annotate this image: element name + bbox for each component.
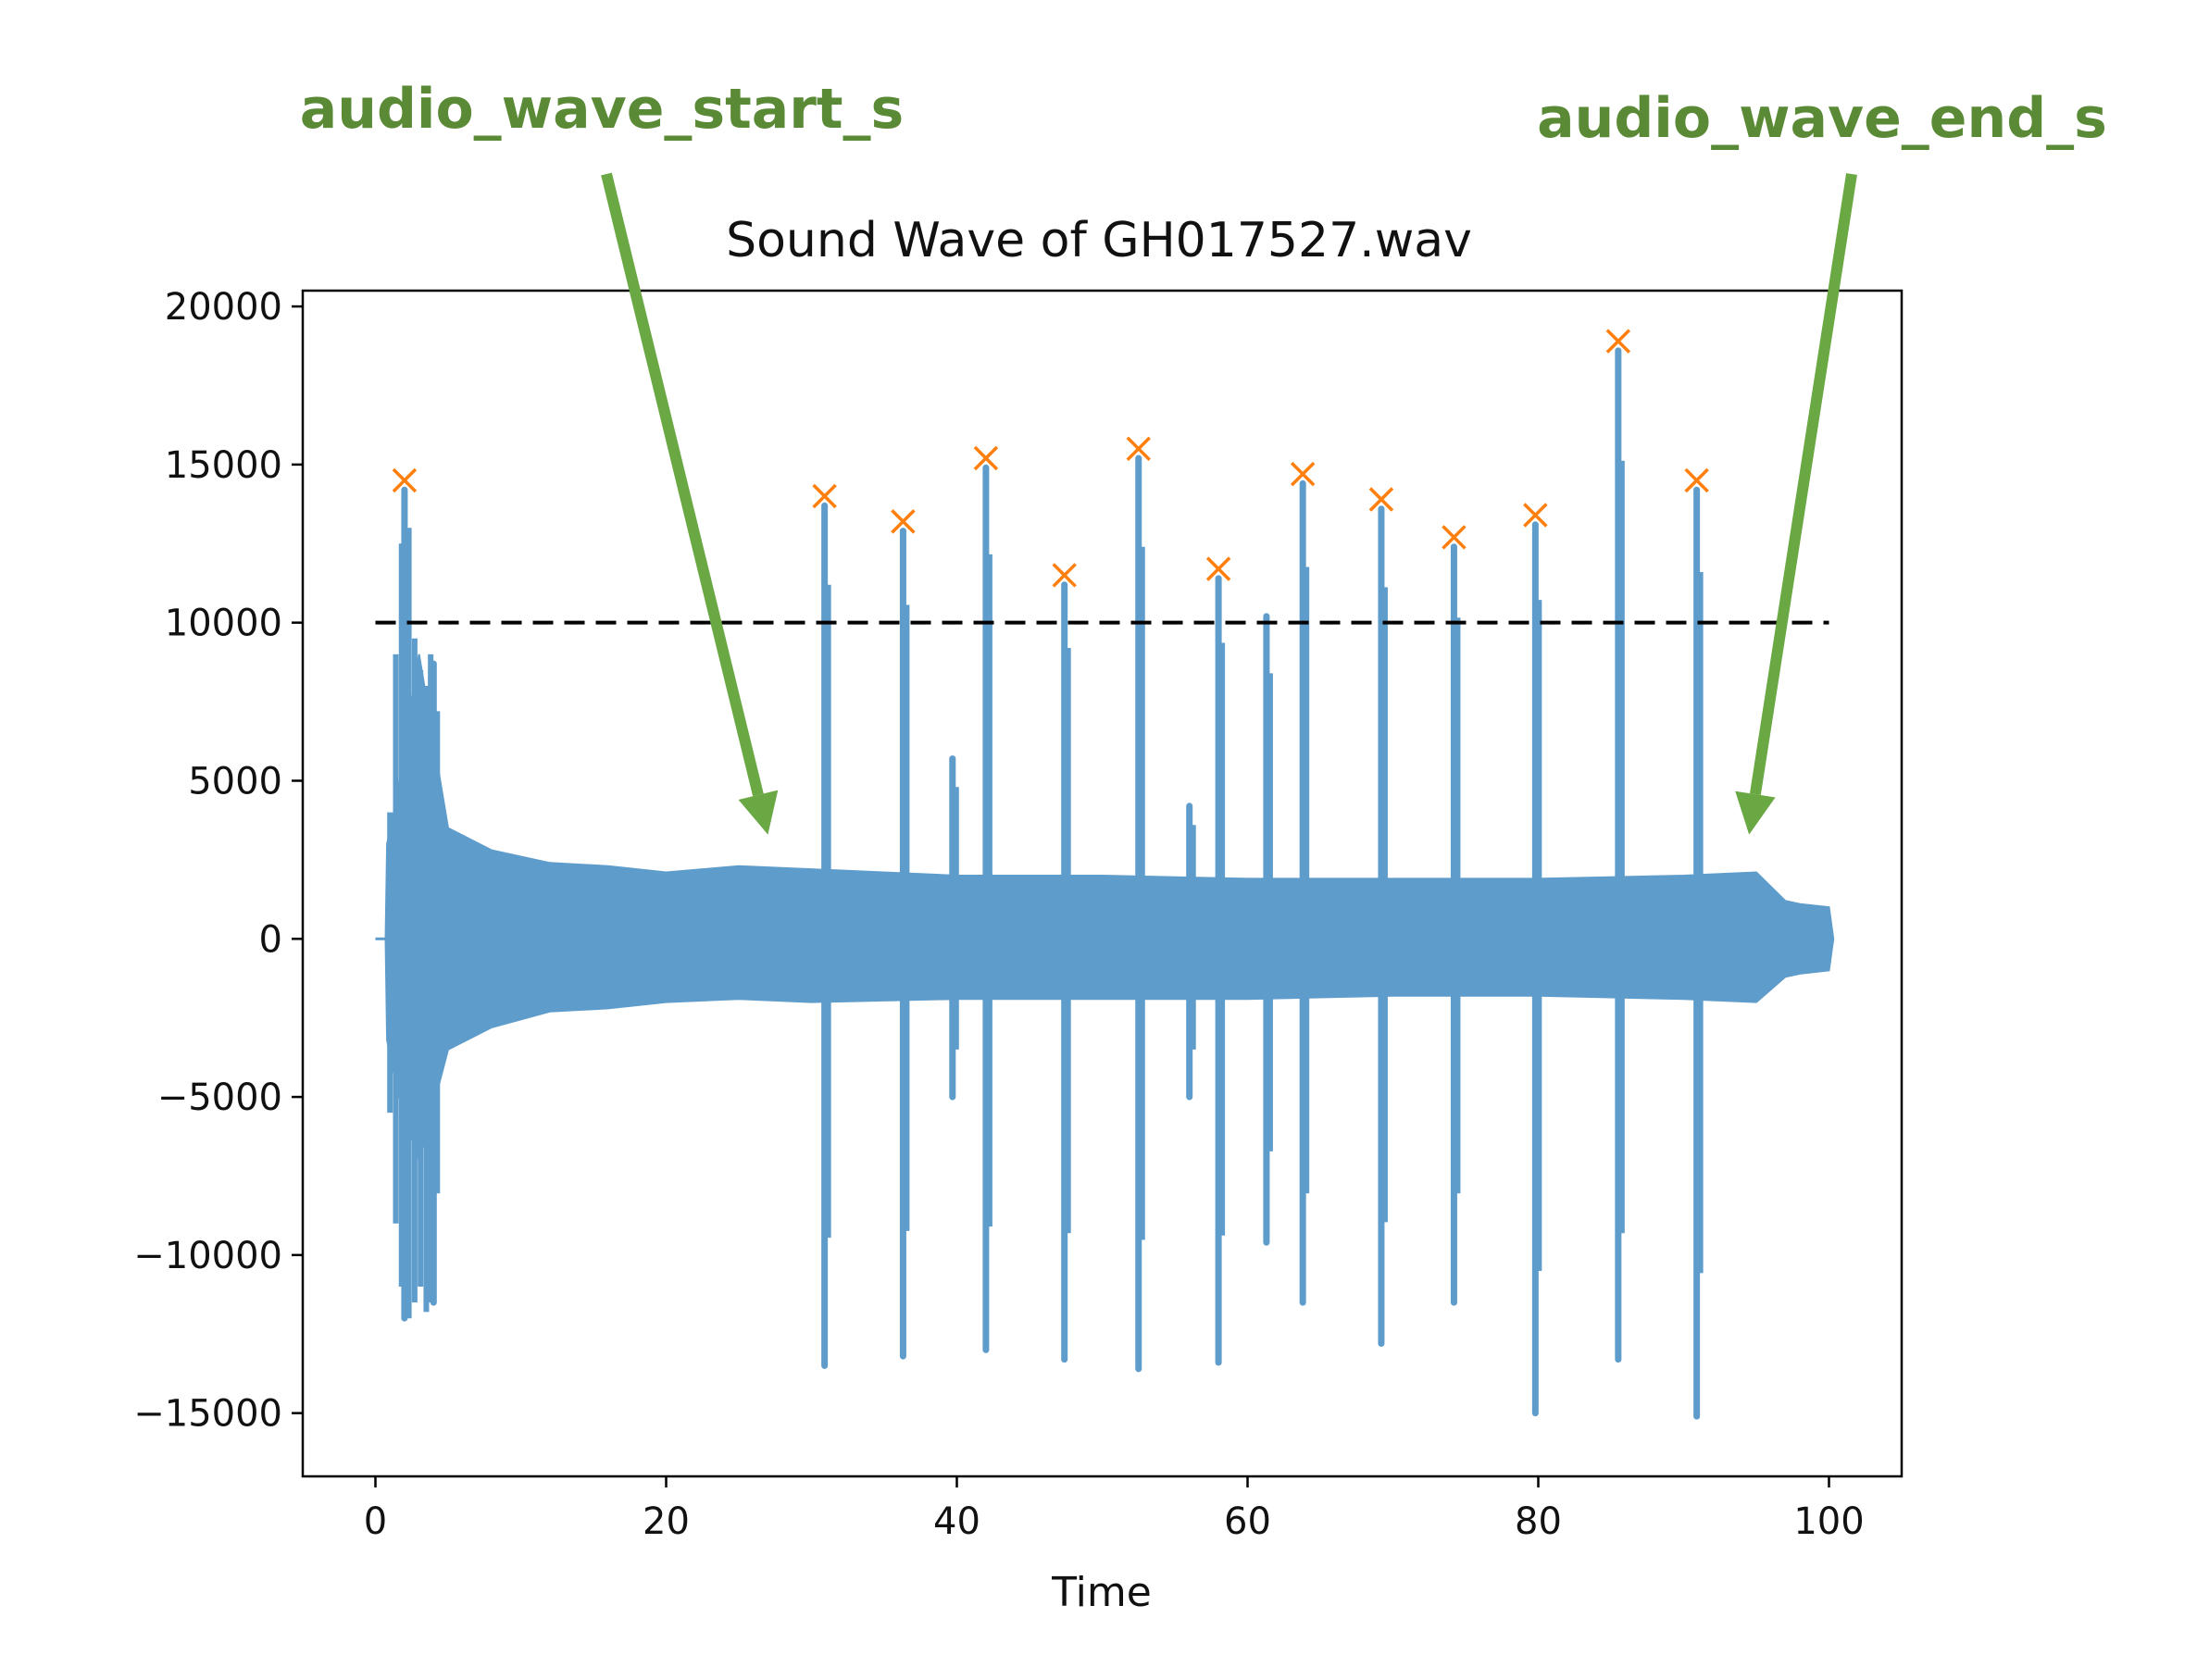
peak-marker-stroke <box>1205 556 1231 581</box>
peak-marker <box>1368 487 1394 512</box>
peak-marker <box>891 509 916 534</box>
peak-marker-stroke <box>1052 563 1077 588</box>
end-arrow <box>1735 173 1857 835</box>
arrow-shaft <box>1749 173 1857 795</box>
y-tick-label: 5000 <box>188 760 282 803</box>
arrow-shaft <box>601 172 764 797</box>
peak-marker-stroke <box>891 509 916 534</box>
annotation-arrows <box>601 172 1857 835</box>
y-tick-label: 0 <box>259 918 282 961</box>
x-tick-label: 0 <box>364 1500 387 1543</box>
peak-marker <box>1605 329 1631 354</box>
peak-marker-stroke <box>1605 329 1631 354</box>
peak-marker-stroke <box>392 467 418 493</box>
peak-marker <box>1205 556 1231 581</box>
peak-marker <box>973 445 999 471</box>
start-arrow <box>601 172 779 835</box>
peak-marker <box>392 467 418 493</box>
peak-marker <box>1442 525 1467 550</box>
peak-marker-stroke <box>1684 467 1709 493</box>
annotation-end-label: audio_wave_end_s <box>1537 86 2107 151</box>
peak-marker <box>1523 503 1548 528</box>
peak-marker <box>1290 461 1316 487</box>
y-tick-label: −5000 <box>157 1076 282 1119</box>
x-tick-label: 20 <box>643 1500 690 1543</box>
y-tick-label: 20000 <box>165 286 282 329</box>
peak-marker <box>1126 436 1151 462</box>
peak-marker-stroke <box>1126 436 1151 462</box>
x-tick-label: 60 <box>1224 1500 1271 1543</box>
plot-content <box>375 329 1835 1420</box>
x-axis-label: Time <box>1051 1569 1152 1616</box>
y-axis: 20000 15000 10000 5000 0 −5000 −10000 −15000 <box>133 286 303 1436</box>
peak-marker <box>1684 467 1709 493</box>
peak-marker-stroke <box>1368 487 1394 512</box>
x-tick-label: 80 <box>1515 1500 1562 1543</box>
x-axis: 0 20 40 60 80 100 <box>364 1476 1865 1543</box>
arrow-head <box>1735 790 1776 835</box>
y-tick-label: −10000 <box>133 1235 282 1277</box>
peak-markers <box>392 329 1709 588</box>
peak-marker-stroke <box>1523 503 1548 528</box>
peak-marker-stroke <box>973 445 999 471</box>
arrow-head <box>738 790 779 835</box>
peak-marker-stroke <box>1442 525 1467 550</box>
waveform-envelope <box>375 653 1835 1164</box>
peak-marker <box>812 483 837 509</box>
x-tick-label: 40 <box>933 1500 980 1543</box>
y-tick-label: 15000 <box>165 444 282 487</box>
annotation-start-label: audio_wave_start_s <box>300 77 905 142</box>
waveform-spikes <box>387 347 1704 1420</box>
y-tick-label: −15000 <box>133 1393 282 1436</box>
x-tick-label: 100 <box>1793 1500 1864 1543</box>
chart-title: Sound Wave of GH017527.wav <box>726 213 1472 268</box>
peak-marker-stroke <box>812 483 837 509</box>
y-tick-label: 10000 <box>165 603 282 645</box>
peak-marker <box>1052 563 1077 588</box>
peak-marker-stroke <box>1290 461 1316 487</box>
axes-frame <box>301 289 1904 1478</box>
